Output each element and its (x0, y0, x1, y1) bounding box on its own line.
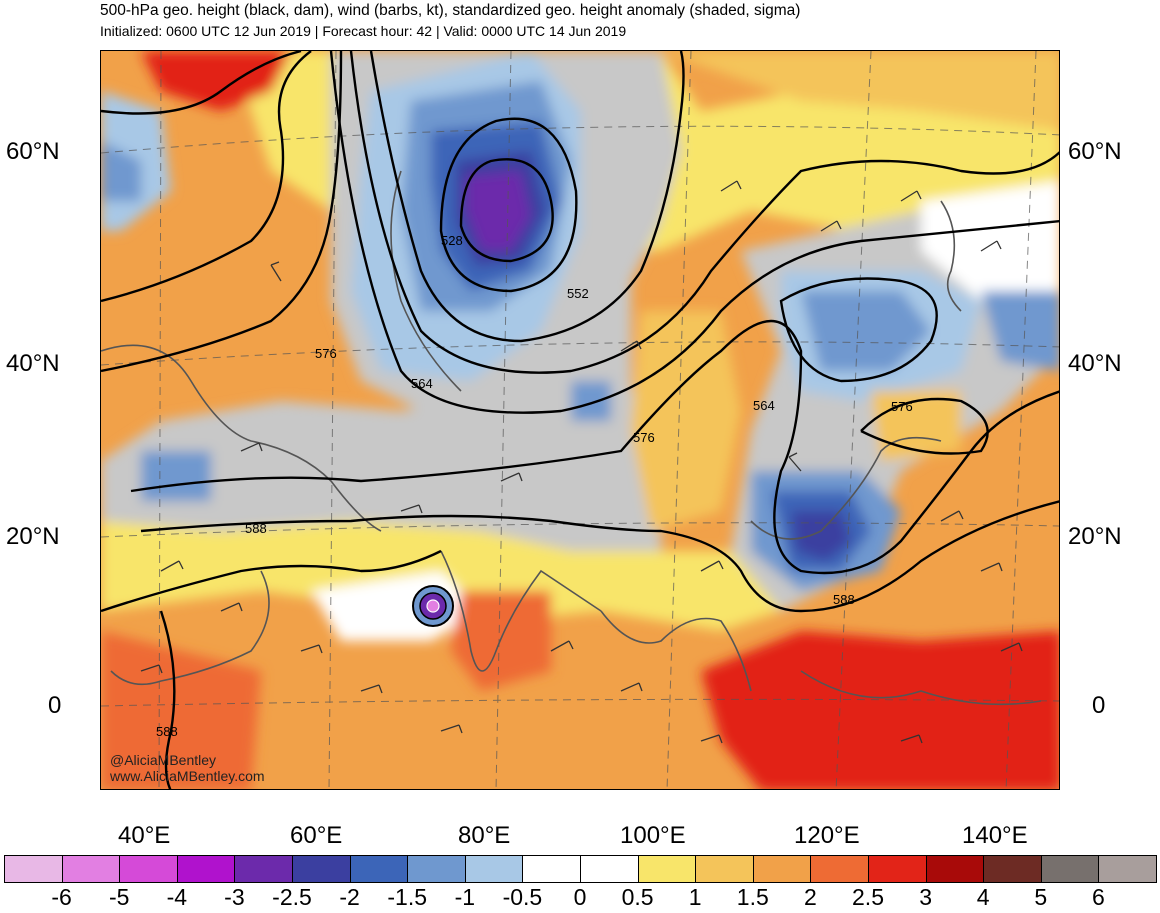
figure-subtitle: Initialized: 0600 UTC 12 Jun 2019 | Fore… (100, 23, 627, 39)
colorbar-tick-label: 0 (573, 884, 587, 910)
contour-label: 588 (833, 592, 855, 607)
contour-label: 588 (245, 521, 267, 536)
lon-label: 60°E (290, 822, 343, 849)
colorbar-swatch (119, 855, 178, 883)
colorbar-swatch (1098, 855, 1157, 883)
lat-label-left: 0 (48, 692, 62, 719)
colorbar-swatch (983, 855, 1042, 883)
lat-label-left: 40°N (6, 350, 60, 377)
contour-label: 576 (633, 430, 655, 445)
colorbar-tick-label: -5 (108, 884, 130, 910)
colorbar-tick-label: 3 (919, 884, 932, 910)
colorbar-swatch (349, 855, 409, 883)
map-panel: 528 552 564 576 564 576 576 588 588 588 (100, 50, 1060, 790)
colorbar-tick-label: -1.5 (387, 884, 428, 910)
colorbar-swatch (752, 855, 812, 883)
colorbar-swatch (292, 855, 351, 883)
colorbar-swatch (1040, 855, 1100, 883)
colorbar-swatch (580, 855, 639, 883)
colorbar-swatch (637, 855, 697, 883)
lon-label: 140°E (962, 822, 1028, 849)
colorbar-tick-label: -4 (166, 884, 188, 910)
colorbar-tick-label: 6 (1091, 884, 1105, 910)
lat-label-left: 20°N (6, 523, 60, 550)
colorbar-tick-label: -2 (339, 884, 360, 910)
colorbar-tick-label: 0.5 (621, 884, 654, 910)
contour-label: 528 (441, 233, 463, 248)
colorbar (4, 855, 1157, 885)
colorbar-tick-label: 5 (1034, 884, 1048, 910)
cyclone-low (412, 585, 454, 627)
colorbar-swatch (695, 855, 754, 883)
colorbar-swatch (407, 855, 466, 883)
map-graphic: 528 552 564 576 564 576 576 588 588 588 (101, 51, 1059, 789)
colorbar-tick-label: -1 (454, 884, 476, 910)
contour-label: 576 (891, 399, 913, 414)
colorbar-swatch (4, 855, 63, 883)
colorbar-tick-label: 2 (803, 884, 817, 910)
colorbar-swatch (810, 855, 869, 883)
credit-website: www.AliciaMBentley.com (110, 768, 265, 784)
colorbar-swatch (61, 855, 121, 883)
coastlines (101, 170, 1042, 706)
colorbar-tick-label: 1.5 (736, 884, 769, 910)
lat-label-right: 60°N (1068, 138, 1122, 165)
colorbar-swatch (176, 855, 236, 883)
contour-label-group: 528 552 564 576 564 576 576 588 588 588 (156, 233, 913, 739)
height-contours (101, 51, 1059, 789)
colorbar-swatch (868, 855, 927, 883)
colorbar-swatch (522, 855, 581, 883)
colorbar-tick-label: -3 (224, 884, 245, 910)
lon-label: 40°E (118, 822, 171, 849)
lat-label-right: 40°N (1068, 350, 1122, 377)
colorbar-tick-label: -0.5 (502, 884, 543, 910)
lon-label: 80°E (458, 822, 511, 849)
colorbar-swatch (925, 855, 985, 883)
colorbar-tick-label: -2.5 (272, 884, 312, 910)
contour-label: 576 (315, 346, 337, 361)
lat-label-right: 0 (1092, 692, 1106, 719)
colorbar-tick-label: -6 (51, 884, 72, 910)
lat-label-right: 20°N (1068, 523, 1122, 550)
lat-label-left: 60°N (6, 138, 60, 165)
contour-label: 588 (156, 724, 178, 739)
wind-barbs (140, 180, 1023, 744)
contour-label: 564 (411, 376, 433, 391)
contour-label: 564 (753, 398, 775, 413)
lon-label: 120°E (794, 822, 860, 849)
colorbar-tick-label: 2.5 (852, 884, 884, 910)
credit-handle: @AliciaMBentley (110, 752, 217, 768)
figure-title: 500-hPa geo. height (black, dam), wind (… (100, 2, 801, 19)
colorbar-swatch (234, 855, 293, 883)
contour-label: 552 (567, 286, 589, 301)
colorbar-tick-label: 1 (688, 884, 702, 910)
colorbar-tick-label: 4 (976, 884, 990, 910)
colorbar-swatch (464, 855, 524, 883)
lon-label: 100°E (620, 822, 686, 849)
